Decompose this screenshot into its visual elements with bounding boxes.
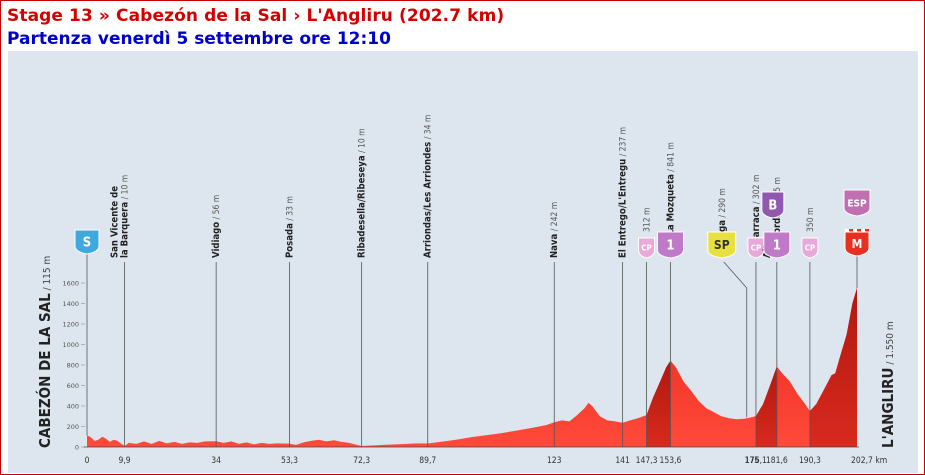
location-elevation: / 841 m xyxy=(666,142,676,174)
marker-m-badge xyxy=(844,231,870,257)
x-tick-label: 202,7 km xyxy=(851,456,887,466)
location-elevation: / 10 m xyxy=(358,128,368,155)
marker-label: CP xyxy=(641,244,652,253)
y-tick-label: 1400 xyxy=(62,300,79,308)
location-elevation: 312 m xyxy=(643,208,653,232)
marker-cp-badge xyxy=(638,237,656,259)
location-label: Alto La Mozqueta / 841 m xyxy=(665,142,676,258)
start-elevation: / 115 m xyxy=(42,256,53,294)
x-tick-label: 181,6 xyxy=(766,456,788,466)
y-tick-label: 200 xyxy=(67,423,79,431)
x-tick-label: 0 xyxy=(85,456,90,466)
marker-label: ESP xyxy=(847,198,867,209)
marker-label: CP xyxy=(805,244,816,253)
elevation-area xyxy=(87,288,857,447)
x-tick-label: 176,1 xyxy=(745,456,767,466)
marker-label: CP xyxy=(751,244,762,253)
climb-section xyxy=(755,366,777,447)
location-name: la Barquera / 10 m xyxy=(120,175,131,258)
location-name: Arriondas/Les Arriondes / 34 m xyxy=(423,115,434,258)
marker-s-badge xyxy=(74,229,100,255)
y-tick-label: 400 xyxy=(67,403,79,411)
start-time-subtitle: Partenza venerdì 5 settembre ore 12:10 xyxy=(7,29,391,49)
location-name: La Barraca / 302 m xyxy=(751,175,762,258)
x-tick-label: 123 xyxy=(547,456,562,466)
location-label: San Vicente de la Barquera / 10 m xyxy=(110,175,131,258)
location-label: Posada / 33 m xyxy=(284,196,295,258)
location-label: Vidiago / 56 m xyxy=(211,195,222,258)
marker-sp-badge xyxy=(707,231,737,259)
location-elevation: / 302 m xyxy=(752,175,762,207)
location-label: El Entrego/L'Entregu / 237 m xyxy=(618,127,629,258)
x-tick-label: 9,9 xyxy=(119,456,131,466)
location-elevation: / 237 m xyxy=(619,127,629,159)
y-tick-label: 800 xyxy=(67,362,79,370)
finish-checker xyxy=(857,229,861,232)
location-label: La Vega / 290 m xyxy=(717,188,728,258)
x-tick-label: 147,3 xyxy=(636,456,658,466)
location-name: San Vicente de xyxy=(110,186,121,258)
location-elevation: / 290 m xyxy=(718,188,728,220)
location-elevation: 350 m xyxy=(806,208,816,232)
location-elevation: / 10 m xyxy=(121,175,131,202)
finish-town-name: L'ANGLIRU / 1.550 m xyxy=(879,321,897,448)
sprint-guide-line xyxy=(723,261,748,418)
x-tick-label: 72,3 xyxy=(353,456,370,466)
location-elevation: / 34 m xyxy=(424,115,434,142)
location-elevation: / 242 m xyxy=(550,202,560,234)
marker-label: M xyxy=(852,237,863,251)
location-elevation: / 33 m xyxy=(285,196,295,223)
marker-esp-badge xyxy=(843,189,871,217)
marker-b-badge xyxy=(761,191,785,219)
marker-label: 1 xyxy=(773,238,781,253)
y-tick-label: 1200 xyxy=(62,321,79,329)
x-tick-label: 190,3 xyxy=(799,456,821,466)
finish-checker xyxy=(853,229,857,232)
x-tick-label: 141 xyxy=(615,456,630,466)
location-name: Posada / 33 m xyxy=(284,196,295,258)
climb-section xyxy=(809,288,857,447)
climb-section xyxy=(646,360,671,447)
marker-label: SP xyxy=(714,238,730,252)
location-name: La Vega / 290 m xyxy=(717,188,728,258)
marker-1-badge xyxy=(763,231,791,259)
location-name: Nava / 242 m xyxy=(549,202,560,258)
y-tick-label: 0 xyxy=(75,444,79,452)
finish-checker xyxy=(861,229,865,232)
start-town-name: CABEZÓN DE LA SAL / 115 m xyxy=(35,256,54,448)
marker-1-badge xyxy=(656,231,684,259)
marker-cp-badge xyxy=(801,237,819,259)
y-tick-label: 1000 xyxy=(62,341,79,349)
x-tick-label: 53,3 xyxy=(281,456,298,466)
finish-checker xyxy=(845,229,849,232)
location-label: La Barraca / 302 m xyxy=(751,175,762,258)
location-name: Alto La Mozqueta / 841 m xyxy=(665,142,676,258)
checkpoint-elevation-label: 350 m xyxy=(806,208,816,232)
marker-label: 1 xyxy=(666,238,674,253)
marker-label: B xyxy=(768,198,777,213)
x-tick-label: 153,6 xyxy=(660,456,682,466)
finish-elevation: / 1.550 m xyxy=(885,321,896,367)
checkpoint-elevation-label: 312 m xyxy=(643,208,653,232)
location-name: Vidiago / 56 m xyxy=(211,195,222,258)
finish-checker xyxy=(849,229,853,232)
location-name: Ribadesella/Ribeseya / 10 m xyxy=(357,128,368,258)
x-tick-label: 34 xyxy=(211,456,221,466)
location-elevation: / 56 m xyxy=(212,195,222,222)
stage-title: Stage 13 » Cabezón de la Sal › L'Angliru… xyxy=(7,6,505,26)
x-tick-label: 89,7 xyxy=(419,456,436,466)
location-label: Nava / 242 m xyxy=(549,202,560,258)
y-tick-label: 1600 xyxy=(62,280,79,288)
finish-label: L'ANGLIRU / 1.550 m xyxy=(879,321,897,448)
finish-checker xyxy=(865,229,869,232)
location-name: El Entrego/L'Entregu / 237 m xyxy=(618,127,629,258)
y-tick-label: 600 xyxy=(67,382,79,390)
location-label: Arriondas/Les Arriondes / 34 m xyxy=(423,115,434,258)
marker-label: S xyxy=(83,235,91,250)
start-label: CABEZÓN DE LA SAL / 115 m xyxy=(35,256,54,448)
x-tick-label: 175 xyxy=(744,456,759,466)
location-label: Ribadesella/Ribeseya / 10 m xyxy=(357,128,368,258)
